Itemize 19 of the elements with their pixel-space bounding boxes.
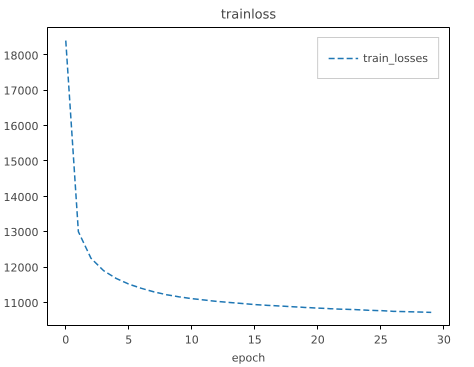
y-tick-label: 14000 xyxy=(4,190,39,204)
chart-title: trainloss xyxy=(220,8,276,22)
x-tick-label: 10 xyxy=(184,334,199,346)
y-tick-label: 12000 xyxy=(4,262,39,275)
y-tick-label: 17000 xyxy=(4,84,39,98)
x-tick-label: 15 xyxy=(248,334,262,346)
legend-label: train_losses xyxy=(363,52,428,64)
line-series xyxy=(65,40,432,314)
x-axis-title: epoch xyxy=(232,352,266,364)
y-tick-label: 16000 xyxy=(4,120,39,134)
x-tick-label: 20 xyxy=(310,334,325,346)
x-tick-label: 25 xyxy=(374,334,388,346)
y-tick-label: 13000 xyxy=(4,226,39,240)
x-tick-label: 5 xyxy=(125,334,132,346)
y-tick-label: 18000 xyxy=(4,49,39,62)
y-tick-label: 11000 xyxy=(4,296,39,310)
y-tick-label: 15000 xyxy=(4,155,39,168)
x-tick-label: 0 xyxy=(62,334,70,346)
x-tick-label: 30 xyxy=(436,334,451,346)
